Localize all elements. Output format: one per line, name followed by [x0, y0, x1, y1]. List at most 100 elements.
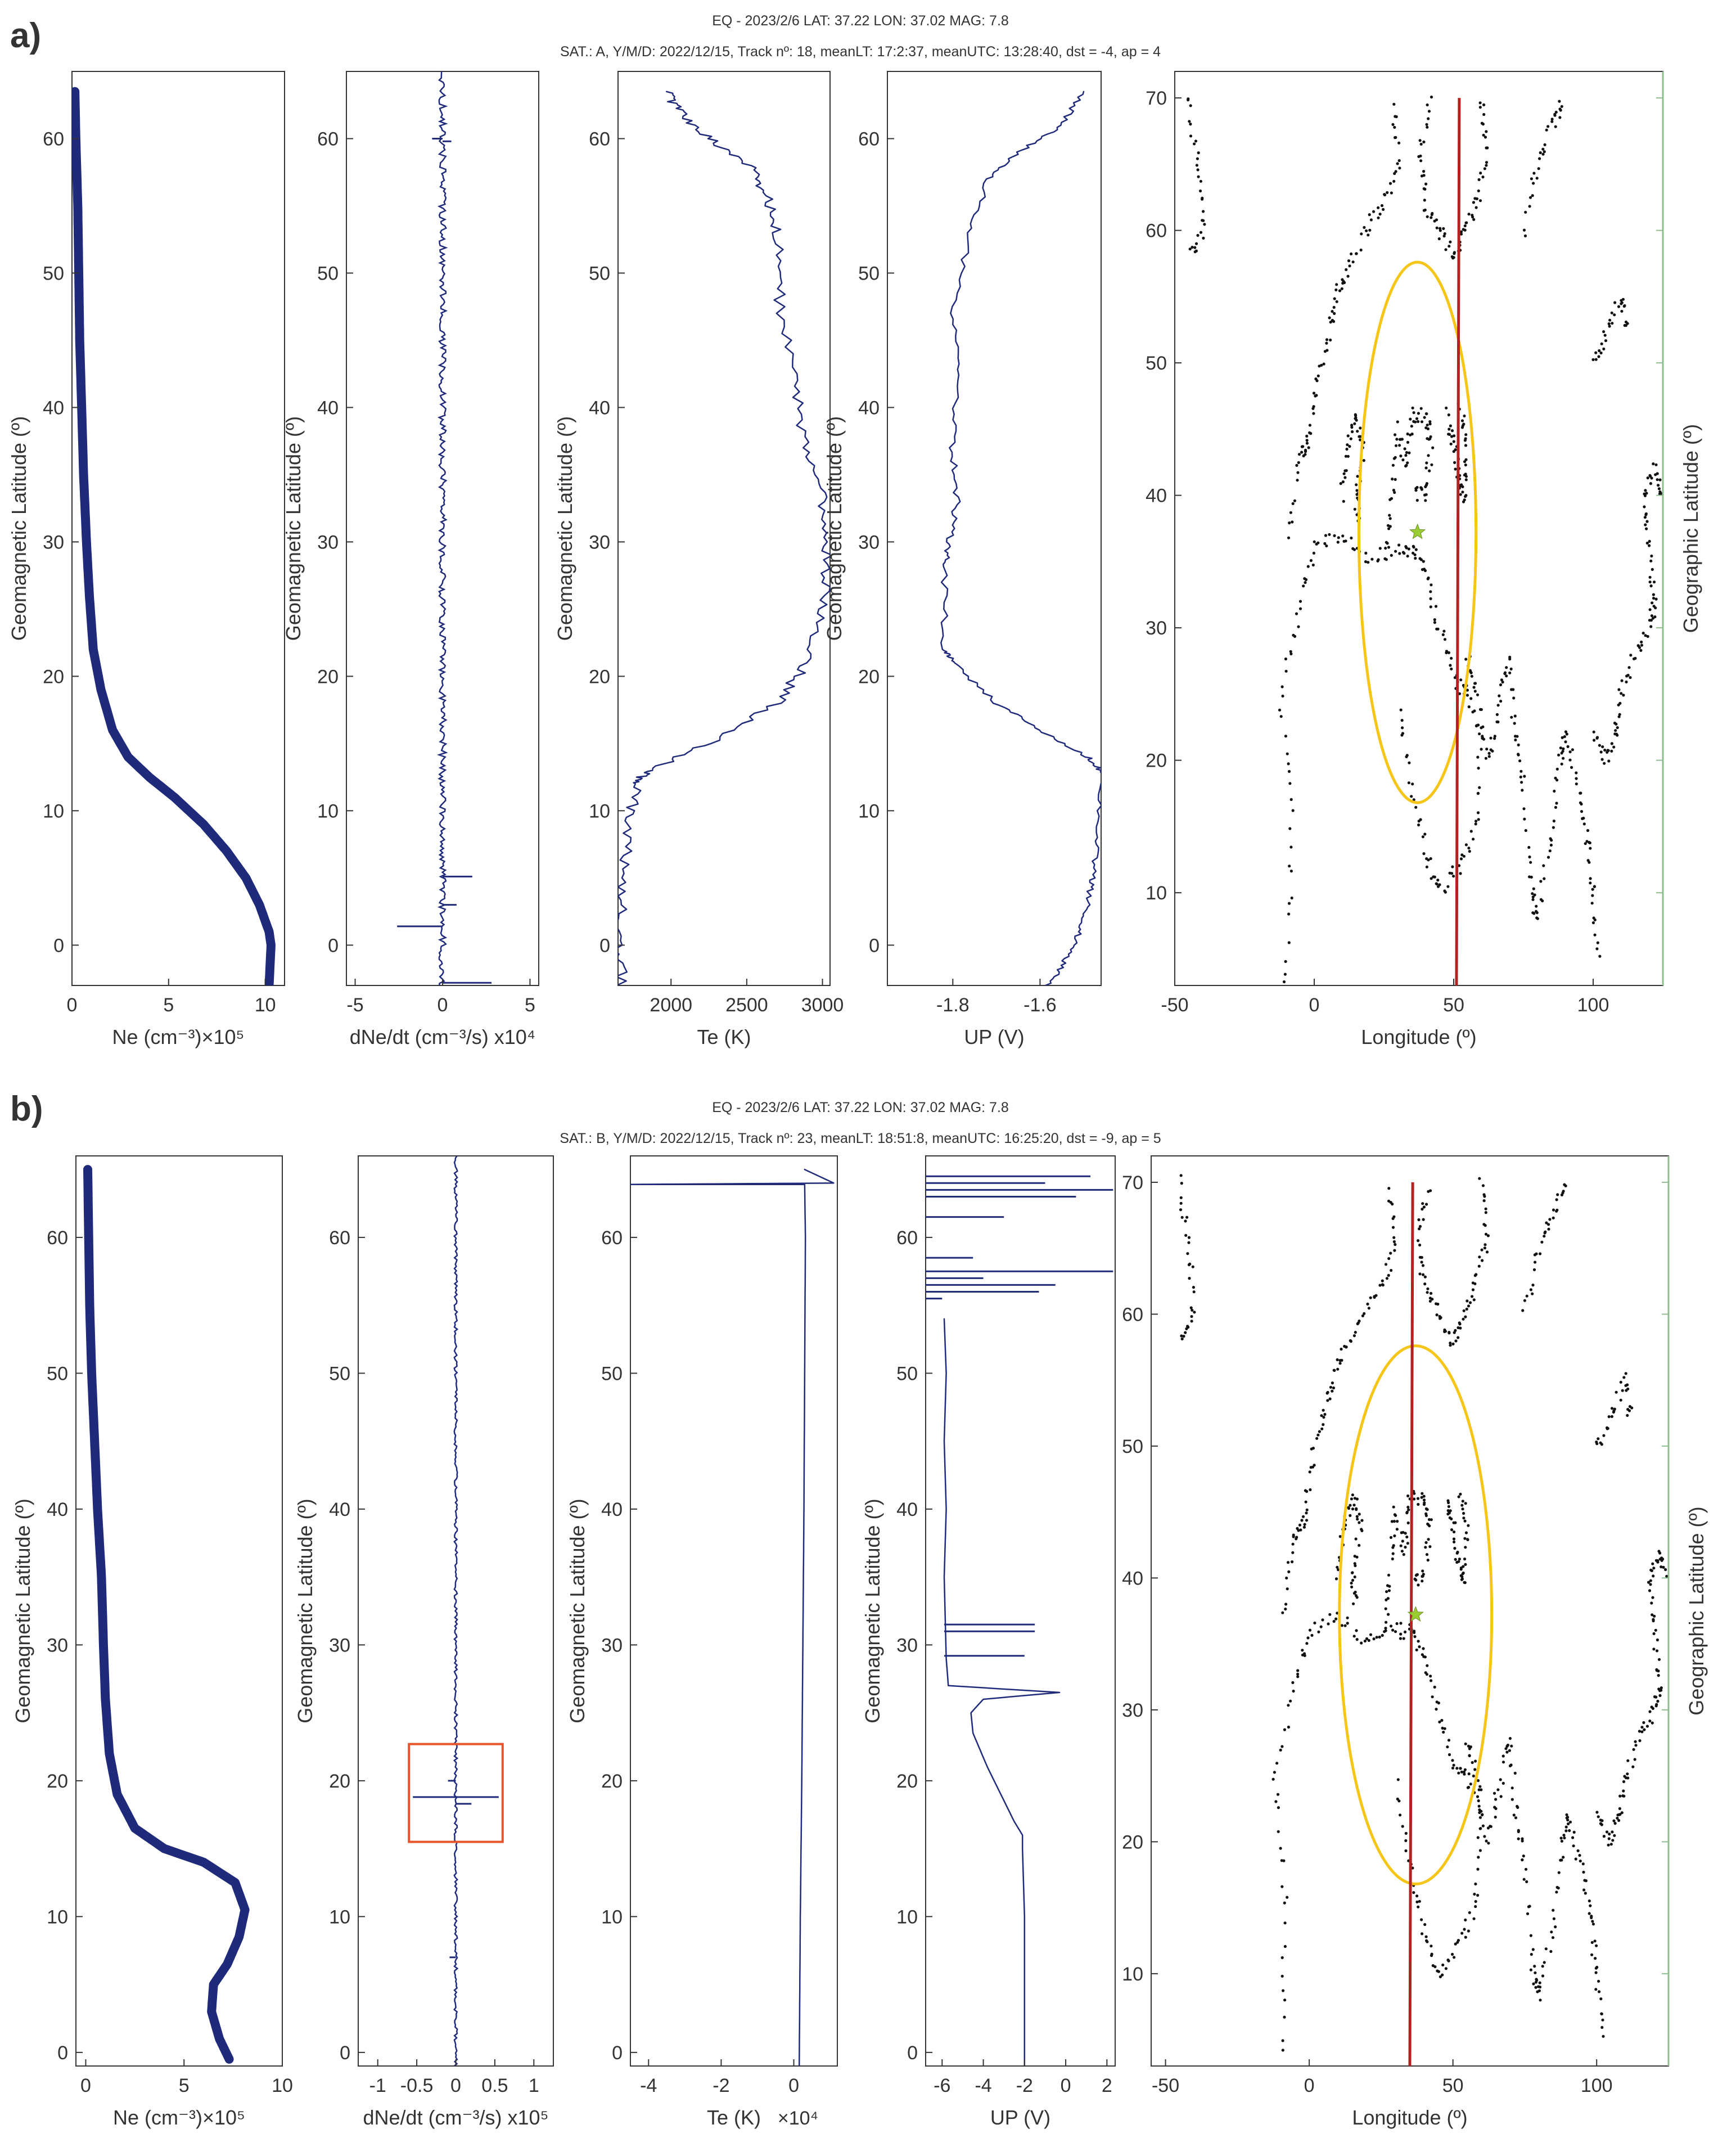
x-tick-label: 0 — [80, 2075, 91, 2096]
coast-dot — [1414, 556, 1417, 560]
coast-dot — [1295, 463, 1298, 467]
coast-dot — [1406, 1542, 1409, 1545]
coast-dot — [1404, 453, 1408, 457]
coast-dot — [1317, 1630, 1320, 1633]
coast-dot — [1297, 1529, 1300, 1532]
coast-dot — [1537, 1989, 1541, 1992]
x-tick-label: 2500 — [725, 994, 768, 1016]
coast-dot — [1312, 391, 1316, 395]
coast-dot — [1346, 434, 1350, 438]
coast-dot — [1558, 100, 1561, 103]
coast-dot — [1287, 769, 1291, 773]
y-tick-label: 40 — [329, 1499, 350, 1520]
coast-dot — [1564, 1829, 1568, 1833]
coast-dot — [1355, 1508, 1358, 1511]
coast-dot — [1459, 1492, 1462, 1496]
y-tick-label: 0 — [57, 2042, 68, 2064]
coast-dot — [1439, 1316, 1442, 1320]
coast-dot — [1494, 1807, 1498, 1810]
coast-dot — [1422, 1218, 1425, 1221]
coast-dot — [1651, 1613, 1654, 1617]
coast-dot — [1472, 201, 1475, 204]
coast-dot — [1606, 1427, 1609, 1430]
coast-dot — [1423, 199, 1426, 202]
coast-dot — [1449, 1342, 1452, 1345]
coast-dot — [1430, 1518, 1433, 1522]
coast-dot — [1401, 1531, 1405, 1534]
coast-dot — [1413, 1631, 1416, 1635]
coast-dot — [1301, 445, 1305, 448]
coast-dot — [1274, 1800, 1278, 1803]
coast-dot — [1284, 657, 1287, 661]
coast-dot — [1530, 177, 1533, 181]
y-tick-label: 0 — [328, 935, 339, 956]
coast-dot — [1645, 527, 1648, 530]
coast-dot — [1463, 1581, 1466, 1584]
coast-dot — [1281, 694, 1284, 698]
x-axis-label: Longitude (º) — [1352, 2106, 1467, 2129]
y-tick-label: 40 — [1146, 485, 1167, 507]
coast-dot — [1385, 541, 1388, 544]
coast-dot — [1464, 475, 1468, 478]
coast-dot — [1610, 749, 1613, 753]
coast-dot — [1391, 1217, 1395, 1220]
coast-dot — [1658, 1551, 1662, 1555]
coast-dot — [1332, 1619, 1336, 1623]
coast-dot — [1464, 478, 1468, 481]
coast-dot — [1413, 1577, 1417, 1581]
coast-dot — [1616, 726, 1619, 730]
coast-dot — [1660, 1689, 1663, 1692]
coast-dot — [1543, 877, 1546, 880]
coast-dot — [1277, 1806, 1280, 1810]
coast-dot — [1651, 1562, 1654, 1565]
y-axis-label: Geographic Latitude (º) — [1685, 1506, 1708, 1715]
coast-dot — [1437, 1970, 1440, 1973]
plot-area — [940, 91, 1101, 985]
coast-dot — [1607, 1843, 1610, 1847]
coast-dot — [1419, 159, 1423, 163]
coast-dot — [1391, 1557, 1394, 1561]
coast-dot — [1638, 1730, 1641, 1733]
coast-dot — [1602, 1835, 1606, 1838]
coast-dot — [1473, 682, 1477, 685]
coast-dot — [1528, 1905, 1531, 1908]
coast-dot — [1284, 669, 1288, 673]
coast-dot — [1415, 417, 1419, 420]
coast-dot — [1656, 478, 1659, 481]
coast-dot — [1427, 438, 1431, 441]
coast-dot — [1476, 755, 1480, 759]
coast-dot — [1445, 651, 1448, 655]
coast-dot — [1538, 1986, 1542, 1989]
coast-dot — [1654, 597, 1658, 601]
coast-dot — [1457, 1560, 1460, 1563]
coast-dot — [1622, 694, 1625, 697]
y-tick-label: 60 — [1122, 1304, 1143, 1325]
coast-dot — [1439, 227, 1442, 230]
coast-dot — [1582, 822, 1586, 826]
coast-dot — [1191, 1308, 1194, 1312]
coast-dot — [1474, 1900, 1477, 1903]
coast-dot — [1354, 416, 1358, 420]
satellite-track-line — [1408, 1182, 1414, 2066]
coast-dot — [1459, 678, 1463, 682]
y-tick-label: 60 — [317, 128, 339, 150]
coast-dot — [1648, 1710, 1652, 1713]
coast-dot — [1415, 485, 1419, 489]
coast-dot — [1483, 1195, 1486, 1198]
coast-dot — [1446, 885, 1450, 888]
coast-dot — [1650, 1601, 1653, 1605]
y-tick-label: 60 — [329, 1227, 350, 1249]
coast-dot — [1414, 489, 1418, 492]
coast-dot — [1326, 1399, 1329, 1402]
coast-dot — [1648, 474, 1652, 477]
coast-dot — [1322, 1408, 1325, 1412]
coast-dot — [1640, 643, 1643, 647]
coast-dot — [1392, 102, 1396, 106]
coast-dot — [1579, 791, 1582, 795]
coast-dot — [1443, 638, 1447, 641]
coast-dot — [1336, 1565, 1339, 1569]
y-tick-label: 60 — [601, 1227, 623, 1249]
coast-dot — [1478, 1816, 1482, 1819]
coast-dot — [1199, 231, 1203, 234]
coast-dot — [1290, 896, 1293, 900]
